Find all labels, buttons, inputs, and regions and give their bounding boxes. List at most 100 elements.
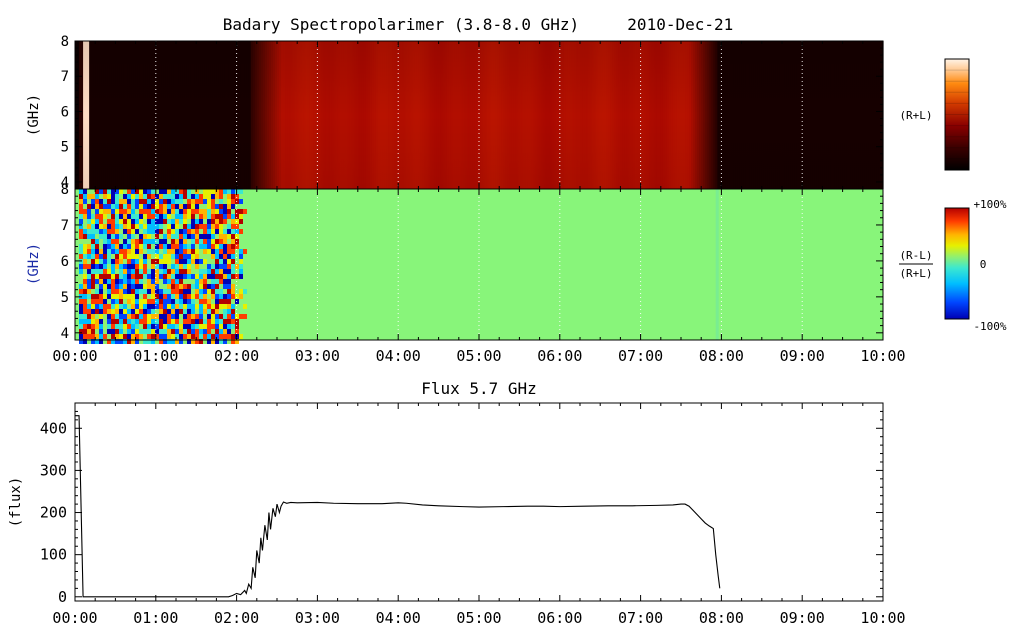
polarization-noise-cell — [83, 189, 87, 194]
polarization-noise-cell — [155, 314, 159, 319]
polarization-noise-cell — [215, 209, 219, 214]
polarization-noise-cell — [147, 219, 151, 224]
flux-x-tick-label: 08:00 — [699, 609, 744, 627]
polarization-noise-cell — [131, 319, 135, 324]
polarization-noise-cell — [163, 259, 167, 264]
polarization-noise-cell — [191, 304, 195, 309]
polarization-noise-cell — [159, 239, 163, 244]
polarization-noise-cell — [175, 339, 179, 344]
polarization-noise-cell — [211, 319, 215, 324]
polarization-noise-cell — [207, 319, 211, 324]
polarization-noise-cell — [163, 219, 167, 224]
flux-x-tick-label: 04:00 — [376, 609, 421, 627]
polarization-noise-cell — [175, 294, 179, 299]
polarization-noise-cell — [219, 339, 223, 344]
polarization-noise-cell — [195, 294, 199, 299]
polarization-noise-cell — [115, 284, 119, 289]
polarization-noise-cell — [203, 304, 207, 309]
polarization-noise-cell — [239, 274, 243, 279]
polarization-noise-cell — [115, 214, 119, 219]
polarization-noise-cell — [159, 339, 163, 344]
polarization-noise-cell — [131, 189, 135, 194]
polarization-noise-cell — [143, 214, 147, 219]
polarization-noise-cell — [123, 209, 127, 214]
polarization-noise-cell — [111, 284, 115, 289]
polarization-noise-cell — [203, 244, 207, 249]
polarization-noise-cell — [219, 269, 223, 274]
polarization-noise-cell — [191, 224, 195, 229]
polarization-noise-cell — [231, 304, 235, 309]
polarization-noise-cell — [175, 194, 179, 199]
polarization-noise-cell — [215, 279, 219, 284]
polarization-noise-cell — [155, 319, 159, 324]
polarization-noise-cell — [203, 239, 207, 244]
polarization-noise-cell — [211, 244, 215, 249]
polarization-noise-cell — [231, 219, 235, 224]
polarization-noise-cell — [87, 334, 91, 339]
polarization-noise-cell — [131, 249, 135, 254]
polarization-noise-cell — [151, 234, 155, 239]
polarization-noise-cell — [151, 294, 155, 299]
polarization-noise-cell — [79, 214, 83, 219]
polarization-noise-cell — [211, 294, 215, 299]
polarization-noise-cell — [203, 249, 207, 254]
polarization-noise-cell — [155, 284, 159, 289]
polarization-noise-cell — [187, 244, 191, 249]
polarization-noise-cell — [199, 274, 203, 279]
polarization-noise-cell — [135, 294, 139, 299]
polarization-noise-cell — [179, 289, 183, 294]
polarization-noise-cell — [215, 274, 219, 279]
polarization-noise-cell — [243, 249, 247, 254]
spectrogram-x-tick-labels: 00:00 01:00 02:00 03:00 04:00 05:00 06:00 07:00… — [52, 347, 905, 365]
polarization-noise-cell — [143, 274, 147, 279]
polarization-noise-cell — [219, 289, 223, 294]
polarization-noise-cell — [95, 314, 99, 319]
polarization-noise-cell — [127, 209, 131, 214]
polarization-noise-cell — [79, 289, 83, 294]
polarization-noise-cell — [103, 204, 107, 209]
flux-x-tick-label: 09:00 — [780, 609, 825, 627]
polarization-noise-cell — [103, 339, 107, 344]
polarization-noise-cell — [187, 289, 191, 294]
polarization-noise-cell — [175, 279, 179, 284]
polarization-noise-cell — [167, 284, 171, 289]
polarization-noise-cell — [139, 334, 143, 339]
polarization-noise-cell — [147, 279, 151, 284]
polarization-noise-cell — [195, 289, 199, 294]
polarization-noise-cell — [231, 264, 235, 269]
polarization-noise-cell — [95, 289, 99, 294]
polarization-noise-cell — [79, 239, 83, 244]
polarization-noise-cell — [91, 214, 95, 219]
polarization-noise-cell — [199, 319, 203, 324]
polarization-noise-cell — [159, 204, 163, 209]
polarization-noise-cell — [223, 239, 227, 244]
polarization-noise-cell — [107, 319, 111, 324]
polarization-noise-cell — [191, 219, 195, 224]
polarization-noise-cell — [123, 259, 127, 264]
polarization-noise-cell — [239, 269, 243, 274]
polarization-noise-cell — [87, 279, 91, 284]
polarization-noise-cell — [155, 264, 159, 269]
polarization-noise-cell — [151, 219, 155, 224]
polarization-noise-cell — [87, 189, 91, 194]
polarization-noise-cell — [187, 199, 191, 204]
polarization-noise-cell — [111, 269, 115, 274]
polarization-noise-cell — [219, 194, 223, 199]
polarization-noise-cell — [107, 274, 111, 279]
polarization-noise-cell — [183, 339, 187, 344]
polarization-noise-cell — [227, 289, 231, 294]
polarization-noise-cell — [183, 249, 187, 254]
polarization-noise-cell — [171, 294, 175, 299]
polarization-noise-cell — [203, 284, 207, 289]
polarization-noise-cell — [103, 319, 107, 324]
polarization-noise-cell — [215, 259, 219, 264]
polarization-noise-cell — [179, 214, 183, 219]
polarization-noise-cell — [239, 334, 243, 339]
polarization-noise-cell — [171, 239, 175, 244]
polarization-noise-cell — [123, 299, 127, 304]
polarization-noise-cell — [95, 309, 99, 314]
polarization-noise-cell — [131, 264, 135, 269]
polarization-noise-cell — [203, 309, 207, 314]
polarization-noise-cell — [227, 294, 231, 299]
